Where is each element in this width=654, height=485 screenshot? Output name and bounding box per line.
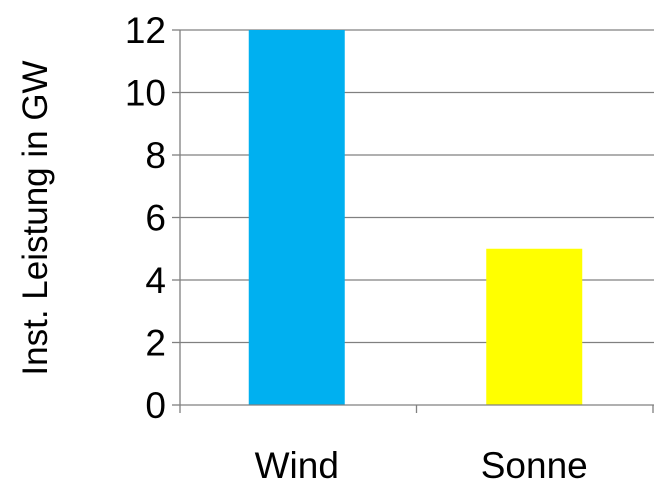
bar-sonne [486,248,583,405]
y-tick-label: 4 [145,260,166,301]
y-tick-label: 8 [145,135,166,176]
y-axis-title: Inst. Leistung in GW [16,60,55,375]
bars [248,30,583,405]
axes [172,29,654,413]
x-category-label: Sonne [481,445,588,485]
y-tick-label: 2 [145,323,166,364]
y-tick-label: 6 [145,198,166,239]
y-tick-labels: 0 2 4 6 8 10 12 [125,10,166,426]
x-category-labels: Wind Sonne [255,445,588,485]
y-tick-label: 10 [125,73,166,114]
x-category-label: Wind [255,445,339,485]
y-tick-label: 0 [145,385,166,426]
bar-wind [248,30,345,405]
y-tick-label: 12 [125,10,166,51]
